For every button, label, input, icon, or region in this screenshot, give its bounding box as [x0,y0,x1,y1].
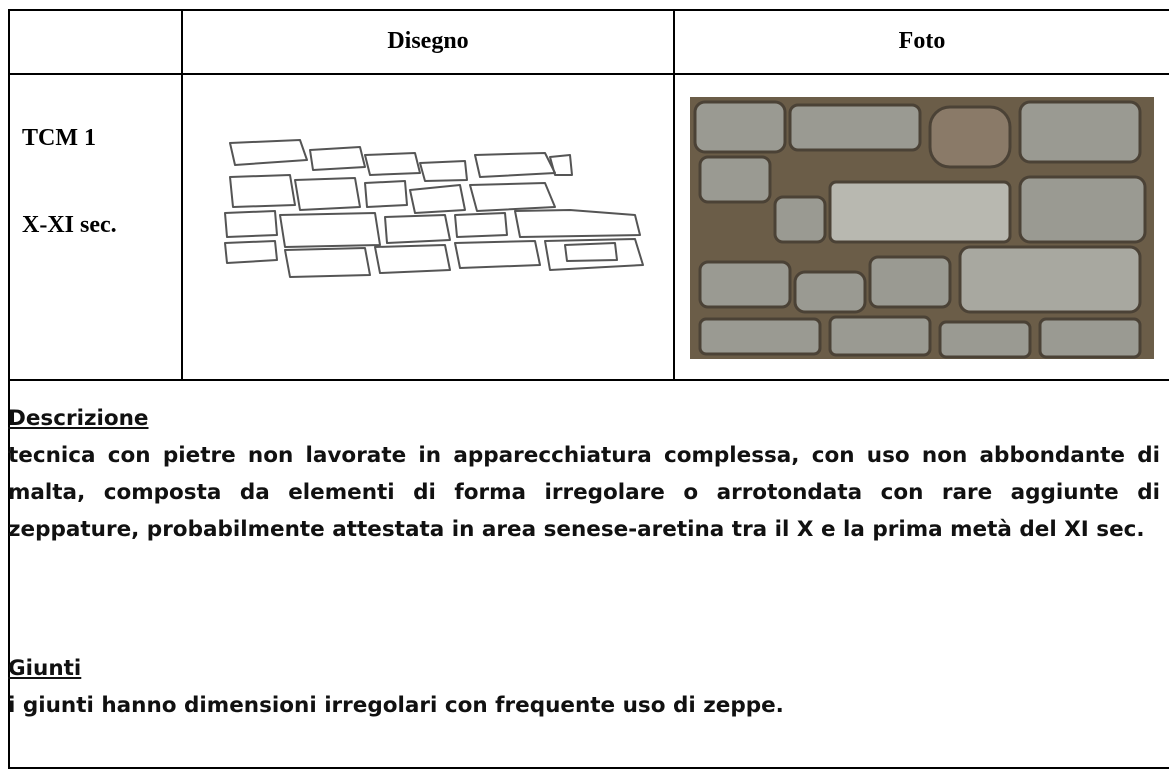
row-label: TCM 1 [22,125,96,151]
section-heading: Giunti [8,656,82,681]
page: Disegno Foto TCM 1 X-XI sec. Descrizione… [8,9,1169,769]
divider [8,379,1169,381]
column-header: Disegno [387,28,469,54]
divider [8,73,1169,75]
section-text: i giunti hanno dimensioni irregolari con… [8,693,784,718]
photo [690,97,1154,359]
column-header: Foto [898,28,946,54]
row-date: X-XI sec. [22,212,117,238]
section: Descrizione tecnica con pietre non lavor… [8,400,1160,548]
divider [673,9,675,381]
section-heading: Descrizione [8,406,149,431]
section: Giunti i giunti hanno dimensioni irregol… [8,650,1160,724]
section-text: tecnica con pietre non lavorate in appar… [8,443,1160,542]
divider [181,9,183,381]
drawing [224,139,644,278]
